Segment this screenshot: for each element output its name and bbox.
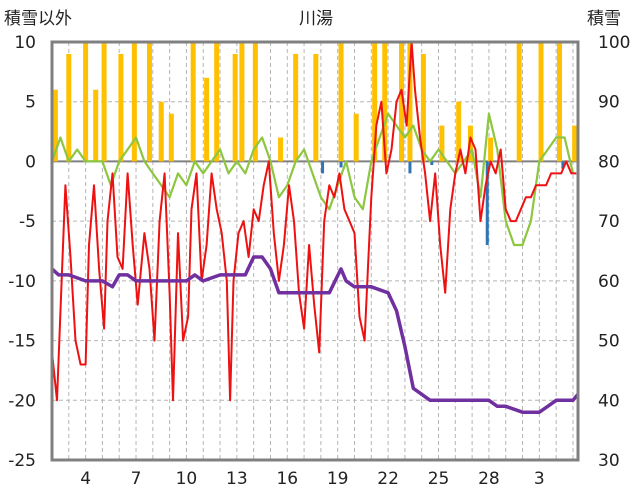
- precip-bar: [557, 42, 563, 162]
- right-tick-label: 40: [598, 391, 620, 411]
- series-lines: [50, 41, 580, 414]
- x-tick-label: 3: [534, 469, 545, 489]
- precip-bar: [232, 53, 238, 162]
- precip-bar: [66, 53, 72, 162]
- right-axis-title: 積雪: [587, 9, 621, 29]
- precip-bar: [214, 42, 220, 162]
- left-tick-label: -10: [8, 272, 36, 292]
- x-tick-label: 19: [327, 469, 349, 489]
- left-tick-label: -5: [19, 212, 36, 232]
- x-tick-label: 7: [131, 469, 142, 489]
- right-tick-label: 100: [598, 33, 630, 53]
- dewpoint-line: [50, 112, 575, 247]
- chart-title: 川湯: [299, 9, 333, 29]
- precip-bar: [572, 125, 578, 162]
- right-axis-ticks: 100 90 80 70 60 50 40 30: [598, 33, 630, 471]
- precip-bar: [93, 89, 99, 162]
- precip-bar: [338, 42, 344, 162]
- right-tick-label: 60: [598, 272, 620, 292]
- plot-frame: [50, 40, 580, 462]
- precip-bar: [538, 42, 544, 162]
- right-tick-label: 80: [598, 152, 620, 172]
- precip-bar: [118, 53, 124, 162]
- precip-bar: [439, 125, 445, 162]
- precip-bar: [372, 42, 378, 162]
- left-tick-label: -20: [8, 391, 36, 411]
- x-tick-label: 28: [478, 469, 500, 489]
- x-tick-label: 22: [377, 469, 399, 489]
- precip-bar: [158, 101, 164, 162]
- left-tick-label: 10: [14, 33, 36, 53]
- right-tick-label: 90: [598, 93, 620, 113]
- precip-bar: [420, 53, 426, 162]
- precip-bar: [204, 77, 210, 162]
- precip-bar: [52, 89, 58, 162]
- precip-bar: [252, 42, 258, 162]
- precip-bar: [190, 42, 196, 162]
- precip-negative-bar: [485, 161, 489, 246]
- snow-depth-line: [50, 255, 580, 414]
- precip-bar: [101, 42, 107, 162]
- left-tick-label: -15: [8, 332, 36, 352]
- precip-bar: [131, 42, 137, 162]
- precip-negative-bar: [430, 161, 434, 166]
- left-axis-title: 積雪以外: [4, 9, 72, 29]
- precip-bar: [516, 42, 522, 162]
- x-tick-label: 4: [80, 469, 91, 489]
- precip-bar: [278, 137, 284, 162]
- precip-bar: [313, 53, 319, 162]
- left-tick-label: 5: [25, 93, 36, 113]
- precip-bar: [168, 113, 174, 162]
- precip-bar: [382, 42, 388, 162]
- x-tick-label: 13: [226, 469, 248, 489]
- right-tick-label: 50: [598, 332, 620, 352]
- left-tick-label: -25: [8, 451, 36, 471]
- left-tick-label: 0: [25, 152, 36, 172]
- precip-negative-bar: [408, 161, 412, 174]
- precip-bar: [146, 42, 152, 162]
- precip-negative-bar: [321, 161, 325, 174]
- x-tick-label: 10: [176, 469, 198, 489]
- right-tick-label: 70: [598, 212, 620, 232]
- precip-bar: [293, 53, 299, 162]
- precip-bar: [399, 42, 405, 162]
- x-tick-label: 16: [276, 469, 298, 489]
- precipitation-bars: [52, 42, 578, 246]
- right-tick-label: 30: [598, 451, 620, 471]
- precip-negative-bar: [561, 161, 565, 169]
- x-tick-label: 25: [428, 469, 450, 489]
- left-axis-ticks: 10 5 0 -5 -10 -15 -20 -25: [8, 33, 36, 471]
- precip-bar: [407, 42, 413, 162]
- precip-negative-bar: [339, 161, 343, 168]
- precip-bar: [488, 137, 494, 162]
- precip-bar: [353, 113, 359, 162]
- precip-bar: [83, 42, 89, 162]
- x-axis-ticks: 4 7 10 13 16 19 22 25 28 3: [80, 469, 545, 489]
- precip-bar: [456, 101, 462, 162]
- precip-bar: [239, 42, 245, 162]
- temperature-line: [51, 41, 577, 402]
